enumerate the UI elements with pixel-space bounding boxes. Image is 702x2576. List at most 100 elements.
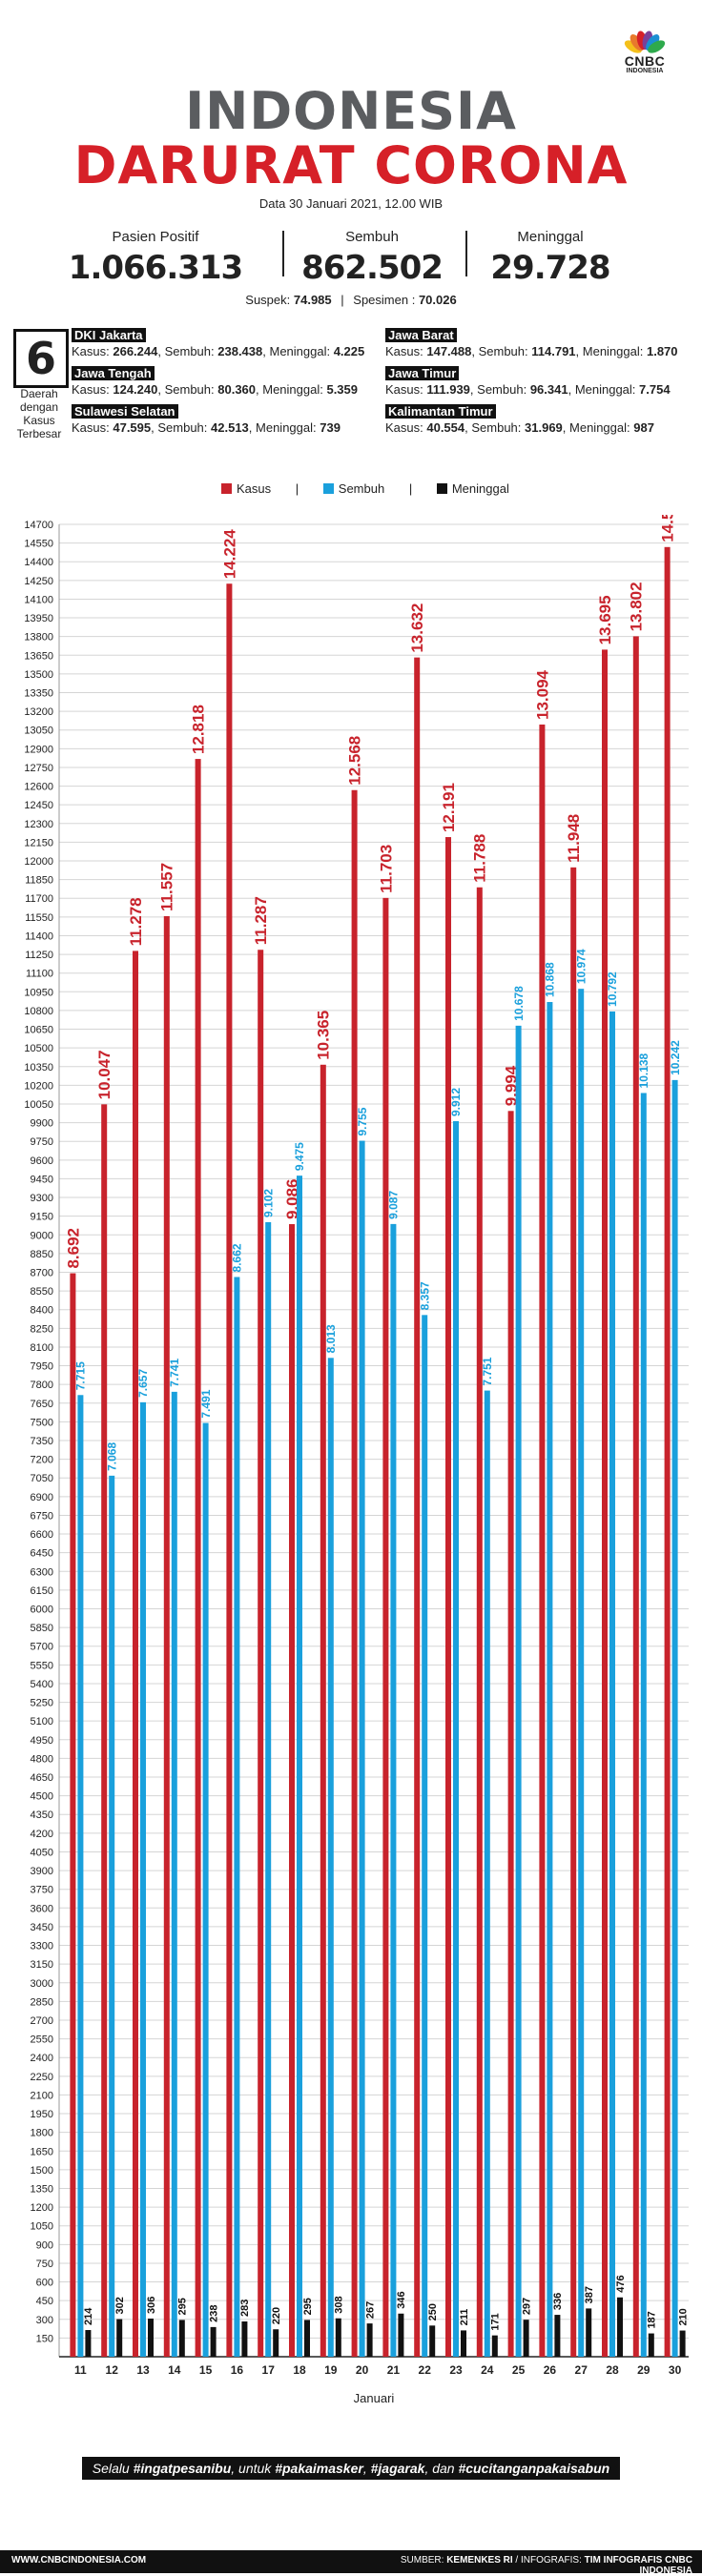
x-tick-label: 17	[262, 2363, 276, 2377]
y-tick-label: 2700	[31, 2015, 53, 2027]
y-tick-label: 9600	[31, 1155, 53, 1167]
legend-swatch	[436, 483, 447, 494]
y-tick-label: 2100	[31, 2090, 53, 2101]
data-label-sembuh: 9.912	[449, 1088, 463, 1116]
bar-sembuh	[265, 1221, 272, 2357]
y-tick-label: 6750	[31, 1510, 53, 1522]
bar-kasus	[382, 897, 389, 2357]
slogan-text: , untuk	[231, 2461, 276, 2476]
meninggal-label: Meninggal:	[569, 420, 634, 435]
bar-kasus	[507, 1111, 514, 2357]
y-tick-label: 4950	[31, 1735, 53, 1747]
meninggal-value: 4.225	[333, 344, 365, 358]
y-tick-label: 7950	[31, 1361, 53, 1373]
region-name: Jawa Timur	[385, 366, 460, 380]
meninggal-label: Meninggal:	[582, 344, 647, 358]
bar-meninggal	[273, 2329, 279, 2357]
footer-bar	[0, 2550, 702, 2573]
y-tick-label: 1050	[31, 2221, 53, 2233]
bar-meninggal	[679, 2330, 686, 2357]
sembuh-label: Sembuh:	[478, 344, 532, 358]
data-label-sembuh: 7.715	[74, 1361, 88, 1390]
chart-legend: Kasus | Sembuh | Meninggal	[221, 481, 509, 496]
legend-item-sembuh: Sembuh	[322, 481, 385, 496]
data-label-sembuh: 10.242	[669, 1040, 682, 1075]
y-tick-label: 5400	[31, 1679, 53, 1690]
y-tick-label: 10200	[24, 1080, 53, 1092]
y-tick-label: 3150	[31, 1959, 53, 1971]
kasus-value: 124.240	[113, 382, 158, 397]
region-jawa-barat: Jawa Barat Kasus: 147.488, Sembuh: 114.7…	[385, 328, 678, 358]
y-tick-label: 6300	[31, 1566, 53, 1578]
y-tick-label: 4200	[31, 1829, 53, 1840]
y-tick-label: 1950	[31, 2109, 53, 2120]
meninggal-label: Meninggal:	[269, 344, 334, 358]
y-tick-label: 9150	[31, 1212, 53, 1223]
y-tick-label: 8400	[31, 1305, 53, 1317]
bar-sembuh	[515, 1025, 522, 2357]
y-tick-label: 3900	[31, 1866, 53, 1877]
data-label-sembuh: 10.678	[512, 986, 526, 1021]
sembuh-value: 80.360	[217, 382, 257, 397]
data-label-sembuh: 10.138	[637, 1053, 650, 1088]
slogan-hashtag: #pakaimasker	[275, 2461, 363, 2476]
region-dki-jakarta: DKI Jakarta Kasus: 266.244, Sembuh: 238.…	[72, 328, 365, 358]
data-label-meninggal: 306	[146, 2297, 157, 2314]
data-label-sembuh: 10.868	[544, 962, 557, 997]
data-label-sembuh: 7.491	[199, 1389, 213, 1418]
data-label-sembuh: 7.751	[481, 1357, 494, 1385]
data-label-sembuh: 10.792	[606, 971, 619, 1007]
kasus-label: Kasus:	[385, 382, 427, 397]
meninggal-label: Meninggal:	[262, 382, 327, 397]
bar-meninggal	[461, 2330, 466, 2357]
data-label-kasus: 11.703	[377, 845, 395, 893]
kasus-value: 111.939	[426, 382, 470, 397]
bar-kasus	[632, 636, 639, 2357]
bar-sembuh	[234, 1277, 240, 2357]
y-tick-label: 2550	[31, 2034, 53, 2046]
stat-value: 29.728	[490, 249, 610, 287]
bar-sembuh	[578, 989, 585, 2357]
bar-kasus	[570, 867, 577, 2357]
y-tick-label: 6600	[31, 1529, 53, 1541]
y-tick-label: 7500	[31, 1417, 53, 1428]
y-tick-label: 12750	[24, 763, 53, 774]
x-tick-label: 13	[136, 2363, 150, 2377]
kasus-label: Kasus:	[72, 344, 114, 358]
legend-separator: |	[295, 481, 299, 496]
data-label-kasus: 11.278	[127, 897, 145, 946]
sembuh-label: Sembuh:	[157, 420, 212, 435]
data-label-sembuh: 9.087	[387, 1191, 401, 1219]
y-tick-label: 10500	[24, 1043, 53, 1054]
y-tick-label: 13200	[24, 706, 53, 718]
bar-meninggal	[648, 2333, 654, 2357]
meninggal-value: 739	[320, 420, 341, 435]
bar-sembuh	[609, 1011, 615, 2357]
bar-kasus	[258, 950, 264, 2358]
stat-label: Sembuh	[345, 229, 399, 245]
bar-meninggal	[178, 2320, 185, 2357]
bar-kasus	[70, 1273, 76, 2357]
x-tick-label: 27	[575, 2363, 588, 2377]
y-tick-label: 5550	[31, 1660, 53, 1671]
data-label-meninggal: 187	[647, 2311, 658, 2328]
y-tick-label: 9900	[31, 1118, 53, 1130]
data-label-meninggal: 336	[552, 2293, 564, 2310]
y-tick-label: 9450	[31, 1174, 53, 1185]
y-tick-label: 7800	[31, 1380, 53, 1391]
footer-url[interactable]: WWW.CNBCINDONESIA.COM	[11, 2555, 147, 2566]
spesimen-value: 70.026	[418, 293, 457, 307]
kasus-value: 40.554	[426, 420, 465, 435]
data-label-meninggal: 346	[396, 2291, 407, 2308]
legend-label: Sembuh	[338, 481, 385, 496]
sembuh-label: Sembuh:	[471, 420, 526, 435]
y-tick-label: 2850	[31, 1996, 53, 2008]
y-tick-label: 9750	[31, 1136, 53, 1148]
data-label-kasus: 10.365	[315, 1011, 333, 1060]
bar-meninggal	[304, 2320, 310, 2357]
kasus-value: 47.595	[113, 420, 152, 435]
kasus-label: Kasus:	[385, 344, 427, 358]
bar-kasus	[195, 759, 201, 2357]
data-label-meninggal: 295	[177, 2298, 189, 2315]
y-tick-label: 13350	[24, 688, 53, 700]
